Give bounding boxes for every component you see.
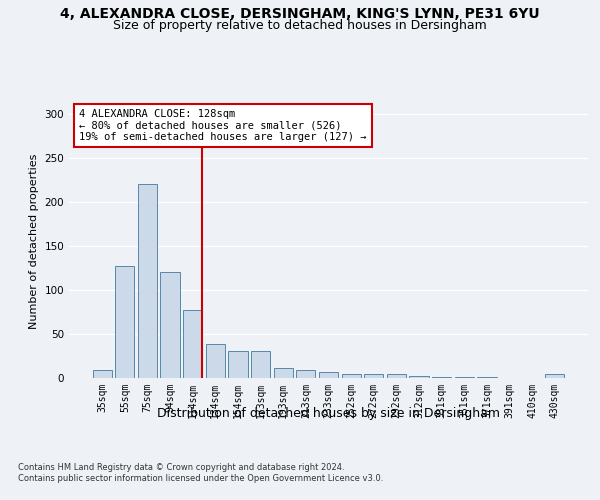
Bar [296, 370, 316, 378]
Bar [115, 266, 134, 378]
Bar [341, 374, 361, 378]
Text: Contains public sector information licensed under the Open Government Licence v3: Contains public sector information licen… [18, 474, 383, 483]
Bar [364, 374, 383, 378]
Text: 4, ALEXANDRA CLOSE, DERSINGHAM, KING'S LYNN, PE31 6YU: 4, ALEXANDRA CLOSE, DERSINGHAM, KING'S L… [60, 8, 540, 22]
Bar [206, 344, 225, 378]
Bar [319, 372, 338, 378]
Bar [92, 370, 112, 378]
Text: Size of property relative to detached houses in Dersingham: Size of property relative to detached ho… [113, 18, 487, 32]
Bar [274, 368, 293, 378]
Bar [387, 374, 406, 378]
Bar [409, 376, 428, 378]
Bar [251, 351, 270, 378]
Bar [477, 376, 497, 378]
Text: 4 ALEXANDRA CLOSE: 128sqm
← 80% of detached houses are smaller (526)
19% of semi: 4 ALEXANDRA CLOSE: 128sqm ← 80% of detac… [79, 109, 367, 142]
Bar [138, 184, 157, 378]
Bar [455, 376, 474, 378]
Bar [229, 351, 248, 378]
Text: Distribution of detached houses by size in Dersingham: Distribution of detached houses by size … [157, 408, 500, 420]
Bar [183, 310, 202, 378]
Y-axis label: Number of detached properties: Number of detached properties [29, 154, 39, 329]
Text: Contains HM Land Registry data © Crown copyright and database right 2024.: Contains HM Land Registry data © Crown c… [18, 462, 344, 471]
Bar [545, 374, 565, 378]
Bar [432, 376, 451, 378]
Bar [160, 272, 180, 378]
